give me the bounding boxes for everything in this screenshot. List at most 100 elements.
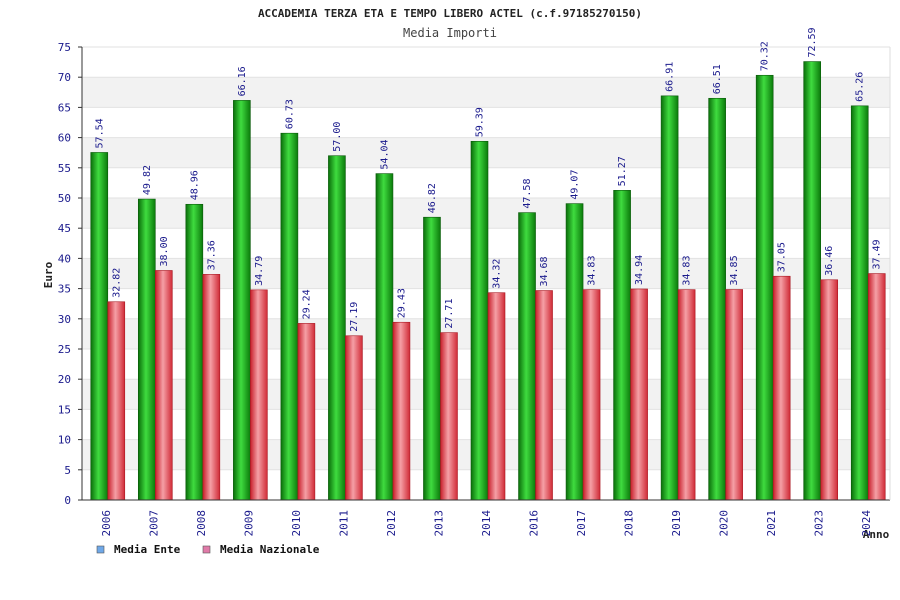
x-tick-label: 2009 [242,510,255,537]
value-label: 66.91 [665,62,676,92]
x-tick-label: 2012 [385,510,398,537]
value-label: 34.85 [729,255,740,285]
x-tick-label: 2007 [147,510,160,537]
bar-media-nazionale-2010 [297,323,316,501]
legend: Media Ente Media Nazionale [96,543,320,556]
bar-media-ente-2008 [185,203,204,501]
bar-media-nazionale-2011 [345,335,363,501]
bar-media-ente-2024 [850,105,869,501]
x-tick-label: 2019 [670,510,683,537]
x-tick-label: 2017 [575,510,588,537]
legend-label-media-nazionale: Media Nazionale [220,543,320,556]
bar-media-ente-2018 [613,190,631,501]
y-tick-label: 60 [58,132,71,145]
bar-media-nazionale-2018 [630,288,648,501]
value-label: 27.71 [444,299,455,329]
x-tick-label: 2023 [813,510,826,537]
value-label: 29.43 [396,288,407,318]
bar-media-ente-2016 [518,212,536,501]
bar-media-nazionale-2019 [677,289,696,501]
value-label: 65.26 [855,72,866,102]
y-tick-label: 55 [58,162,71,175]
value-label: 54.04 [379,139,390,169]
bar-media-nazionale-2014 [487,292,506,501]
value-label: 34.94 [634,255,645,285]
bar-media-nazionale-2013 [440,332,458,501]
value-label: 47.58 [522,179,533,209]
bar-media-nazionale-2009 [250,289,268,501]
value-label: 34.83 [682,256,693,286]
x-tick-label: 2020 [718,510,731,537]
value-label: 29.24 [301,289,312,319]
legend-swatch-media-ente [96,545,105,554]
y-tick-label: 10 [58,434,71,447]
bar-media-ente-2010 [280,132,299,501]
y-axis-ticks: 0 5 10 15 20 25 30 35 40 45 50 55 60 65 70 75 [58,41,82,507]
bar-media-ente-2009 [233,100,251,501]
value-label: 49.07 [570,170,581,200]
bar-media-ente-2006 [90,152,109,501]
bar-media-ente-2021 [755,74,774,501]
bar-media-nazionale-2023 [820,279,839,501]
value-label: 34.32 [492,259,503,289]
chart-title: ACCADEMIA TERZA ETA E TEMPO LIBERO ACTEL… [258,7,642,20]
value-label: 27.19 [349,302,360,332]
y-tick-label: 45 [58,222,71,235]
y-tick-label: 20 [58,373,71,386]
bars [90,61,886,501]
value-label: 34.83 [587,256,598,286]
bar-media-ente-2017 [565,203,584,501]
value-label: 70.32 [760,41,771,71]
x-tick-label: 2010 [290,510,303,537]
bar-media-nazionale-2008 [202,274,221,501]
value-label: 59.39 [475,107,486,137]
x-tick-label: 2013 [432,510,445,537]
value-label: 48.96 [189,170,200,200]
bar-media-nazionale-2016 [535,290,553,501]
bar-media-ente-2014 [470,140,489,501]
bar-media-nazionale-2006 [107,301,126,501]
bar-media-nazionale-2017 [582,289,601,501]
value-label: 49.82 [142,165,153,195]
y-tick-label: 35 [58,283,71,296]
bar-media-nazionale-2024 [867,273,886,501]
bar-media-ente-2020 [708,97,726,501]
y-tick-label: 65 [58,101,71,114]
chart-subtitle: Media Importi [403,26,497,40]
value-labels: 57.54 32.82 49.82 38.00 48.96 37.36 66.16 34.79… [94,27,882,331]
value-label: 60.73 [284,99,295,129]
value-label: 32.82 [111,268,122,298]
bar-media-nazionale-2012 [392,321,411,501]
y-axis-label: Euro [42,261,55,288]
value-label: 34.68 [539,256,550,286]
x-tick-label: 2008 [195,510,208,537]
value-label: 46.82 [427,183,438,213]
bar-media-nazionale-2007 [154,270,173,501]
y-tick-label: 0 [64,494,71,507]
y-tick-label: 30 [58,313,71,326]
value-label: 34.79 [254,256,265,286]
y-tick-label: 5 [64,464,71,477]
value-label: 57.54 [94,118,105,148]
legend-swatch-media-nazionale [202,545,211,554]
value-label: 66.16 [237,66,248,96]
bar-media-nazionale-2021 [772,275,791,501]
bar-media-ente-2013 [423,216,441,501]
value-label: 36.46 [824,246,835,276]
value-label: 66.51 [712,64,723,94]
x-tick-label: 2021 [765,510,778,537]
x-tick-label: 2014 [480,510,493,537]
grid-band [82,77,890,108]
y-tick-label: 70 [58,71,71,84]
y-tick-label: 25 [58,343,71,356]
y-tick-label: 40 [58,252,71,265]
bar-media-ente-2011 [328,155,346,501]
value-label: 72.59 [807,27,818,57]
value-label: 37.36 [206,240,217,270]
value-label: 38.00 [159,236,170,266]
x-tick-label: 2018 [623,510,636,537]
x-tick-label: 2006 [100,510,113,537]
value-label: 51.27 [617,156,628,186]
value-label: 57.00 [332,122,343,152]
